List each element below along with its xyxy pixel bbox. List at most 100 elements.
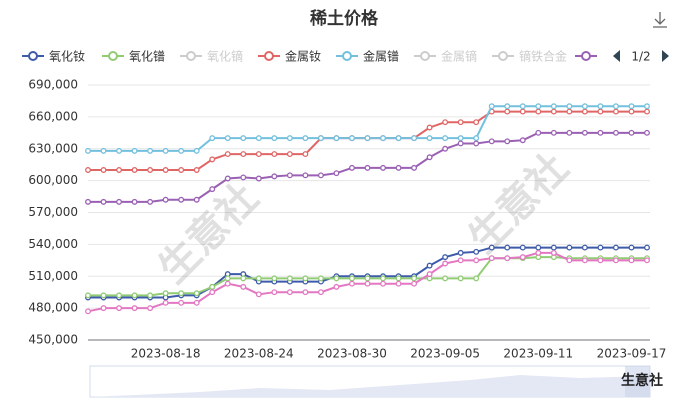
download-icon[interactable] [653,12,667,28]
data-point [85,167,91,173]
x-tick-label: 2023-08-24 [224,347,294,361]
data-point [519,137,526,144]
data-point [597,244,604,251]
data-point [550,244,557,251]
data-point [597,103,604,110]
series [85,249,650,315]
data-point [100,147,107,154]
data-point [504,103,511,110]
data-point [224,135,231,142]
data-point [85,198,91,205]
data-point [193,299,200,306]
data-point [457,140,464,147]
legend-marker [420,51,430,61]
data-point [209,283,216,290]
data-point [255,275,262,282]
data-point [349,280,355,287]
data-point [395,164,402,171]
data-point [286,151,293,158]
zoom-slider[interactable] [89,365,651,398]
data-point [411,164,418,171]
data-point [193,147,200,154]
data-point [612,103,619,110]
data-point [349,135,355,142]
data-point [519,103,526,110]
data-point [116,305,123,312]
data-point [209,289,216,296]
legend-label: 金属镨 [363,49,399,64]
legend-item[interactable]: 金属镝 [414,49,477,64]
data-point [473,140,480,147]
data-point [566,108,573,115]
y-tick-label: 630,000 [28,141,78,155]
data-point [442,135,449,142]
data-point [457,249,464,256]
data-point [581,129,588,136]
legend-marker [342,51,352,61]
data-point [209,186,216,193]
data-point [566,129,573,136]
y-tick-label: 690,000 [28,78,78,92]
chart-title: 稀土价格 [310,8,379,29]
data-point [178,290,185,297]
data-point [255,175,262,182]
data-point [317,289,324,296]
data-point [644,257,650,264]
data-point [535,103,542,110]
legend-item[interactable]: 氧化镨 [102,49,165,64]
data-point [317,275,324,282]
data-point [504,108,511,115]
data-point [426,154,433,161]
legend-marker [581,51,591,61]
data-point [581,257,588,264]
data-point [193,167,200,173]
data-point [271,135,278,142]
series [85,254,650,299]
data-point [131,167,138,173]
data-point [116,198,123,205]
data-point [302,172,309,179]
legend-item[interactable]: 氧化镝 [180,49,243,64]
data-point [162,290,169,297]
data-point [628,257,635,264]
legend-next[interactable] [662,50,669,62]
legend-item[interactable]: 氧化钕 [22,49,85,64]
data-point [504,244,511,251]
data-point [271,275,278,282]
data-point [364,275,371,282]
data-point [488,255,495,262]
legend-prev[interactable] [613,50,620,62]
data-point [612,257,619,264]
legend-item[interactable]: 金属钕 [258,49,321,64]
data-point [597,108,604,115]
data-point [644,129,650,136]
data-point [224,275,231,282]
data-point [473,275,480,282]
data-point [628,103,635,110]
y-tick-label: 540,000 [28,237,78,251]
data-point [131,292,138,299]
data-point [519,244,526,251]
data-point [473,135,480,142]
data-point [519,254,526,261]
data-point [302,275,309,282]
data-point [597,129,604,136]
x-tick-label: 2023-09-05 [410,347,480,361]
legend-item[interactable]: 金属镨 [336,49,399,64]
data-point [255,135,262,142]
data-point [457,257,464,264]
data-point [333,275,340,282]
data-point [566,103,573,110]
legend-item[interactable] [575,51,597,61]
data-point [349,164,355,171]
data-point [519,108,526,115]
data-point [535,244,542,251]
data-point [442,145,449,152]
data-point [240,283,247,290]
data-point [612,244,619,251]
data-point [302,289,309,296]
legend-item[interactable]: 镝铁合金 [492,49,567,64]
data-point [147,167,154,173]
data-point [286,172,293,179]
data-point [85,308,91,315]
